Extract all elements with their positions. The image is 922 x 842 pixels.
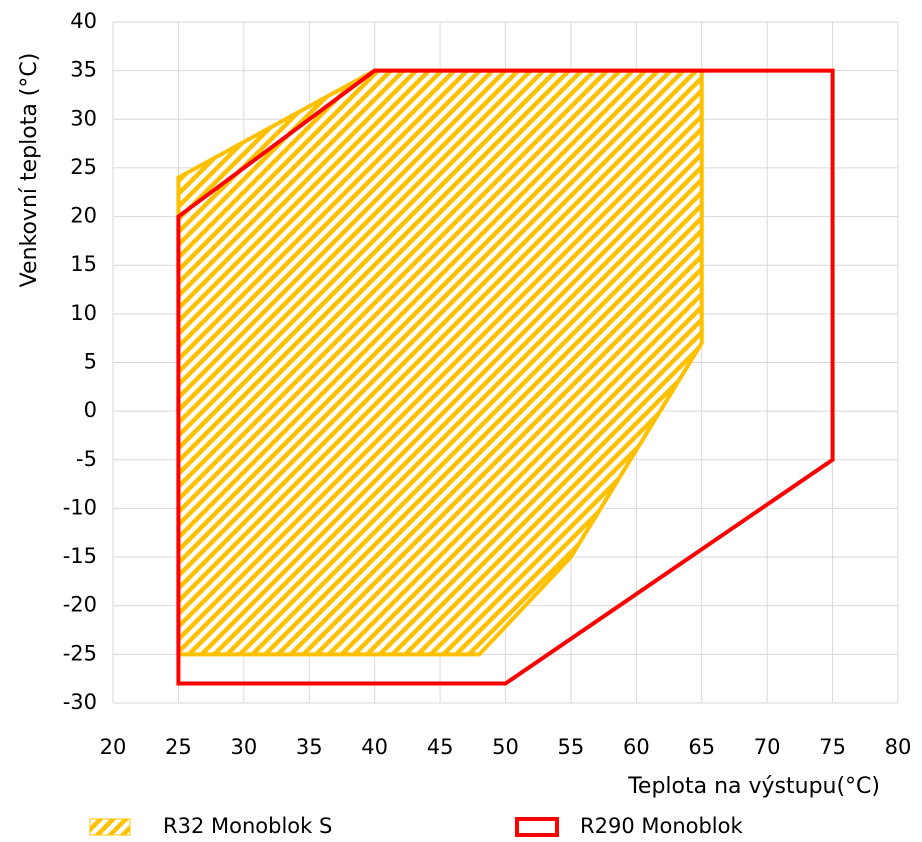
x-tick-label: 25 bbox=[165, 735, 192, 759]
legend-label: R32 Monoblok S bbox=[163, 814, 332, 838]
x-tick-label: 60 bbox=[623, 735, 650, 759]
legend-swatch bbox=[515, 817, 559, 837]
y-tick-label: 25 bbox=[70, 155, 97, 179]
legend-label: R290 Monoblok bbox=[580, 814, 743, 838]
x-tick-label: 70 bbox=[754, 735, 781, 759]
y-tick-label: 5 bbox=[84, 350, 97, 374]
x-tick-label: 75 bbox=[819, 735, 846, 759]
x-tick-label: 55 bbox=[558, 735, 585, 759]
x-tick-label: 45 bbox=[427, 735, 454, 759]
x-tick-label: 30 bbox=[230, 735, 257, 759]
y-tick-label: 15 bbox=[70, 252, 97, 276]
legend-swatch bbox=[89, 818, 131, 836]
y-tick-label: -15 bbox=[63, 544, 97, 568]
y-tick-label: -25 bbox=[63, 641, 97, 665]
y-tick-label: 40 bbox=[70, 9, 97, 33]
x-tick-label: 40 bbox=[361, 735, 388, 759]
y-tick-label: 30 bbox=[70, 106, 97, 130]
x-tick-label: 50 bbox=[492, 735, 519, 759]
y-tick-label: -10 bbox=[63, 495, 97, 519]
y-tick-label: -30 bbox=[63, 690, 97, 714]
y-tick-label: -5 bbox=[76, 447, 97, 471]
x-tick-label: 65 bbox=[688, 735, 715, 759]
y-axis-label: Venkovní teplota (°C) bbox=[17, 53, 42, 288]
y-tick-label: 10 bbox=[70, 301, 97, 325]
y-tick-label: 20 bbox=[70, 204, 97, 228]
x-tick-label: 35 bbox=[296, 735, 323, 759]
envelope bbox=[176, 68, 835, 686]
x-tick-label: 20 bbox=[100, 735, 127, 759]
y-tick-label: -20 bbox=[63, 593, 97, 617]
y-tick-label: 35 bbox=[70, 58, 97, 82]
x-tick-label: 80 bbox=[885, 735, 912, 759]
x-axis-label: Teplota na výstupu(°C) bbox=[627, 774, 880, 799]
y-tick-label: 0 bbox=[84, 398, 97, 422]
